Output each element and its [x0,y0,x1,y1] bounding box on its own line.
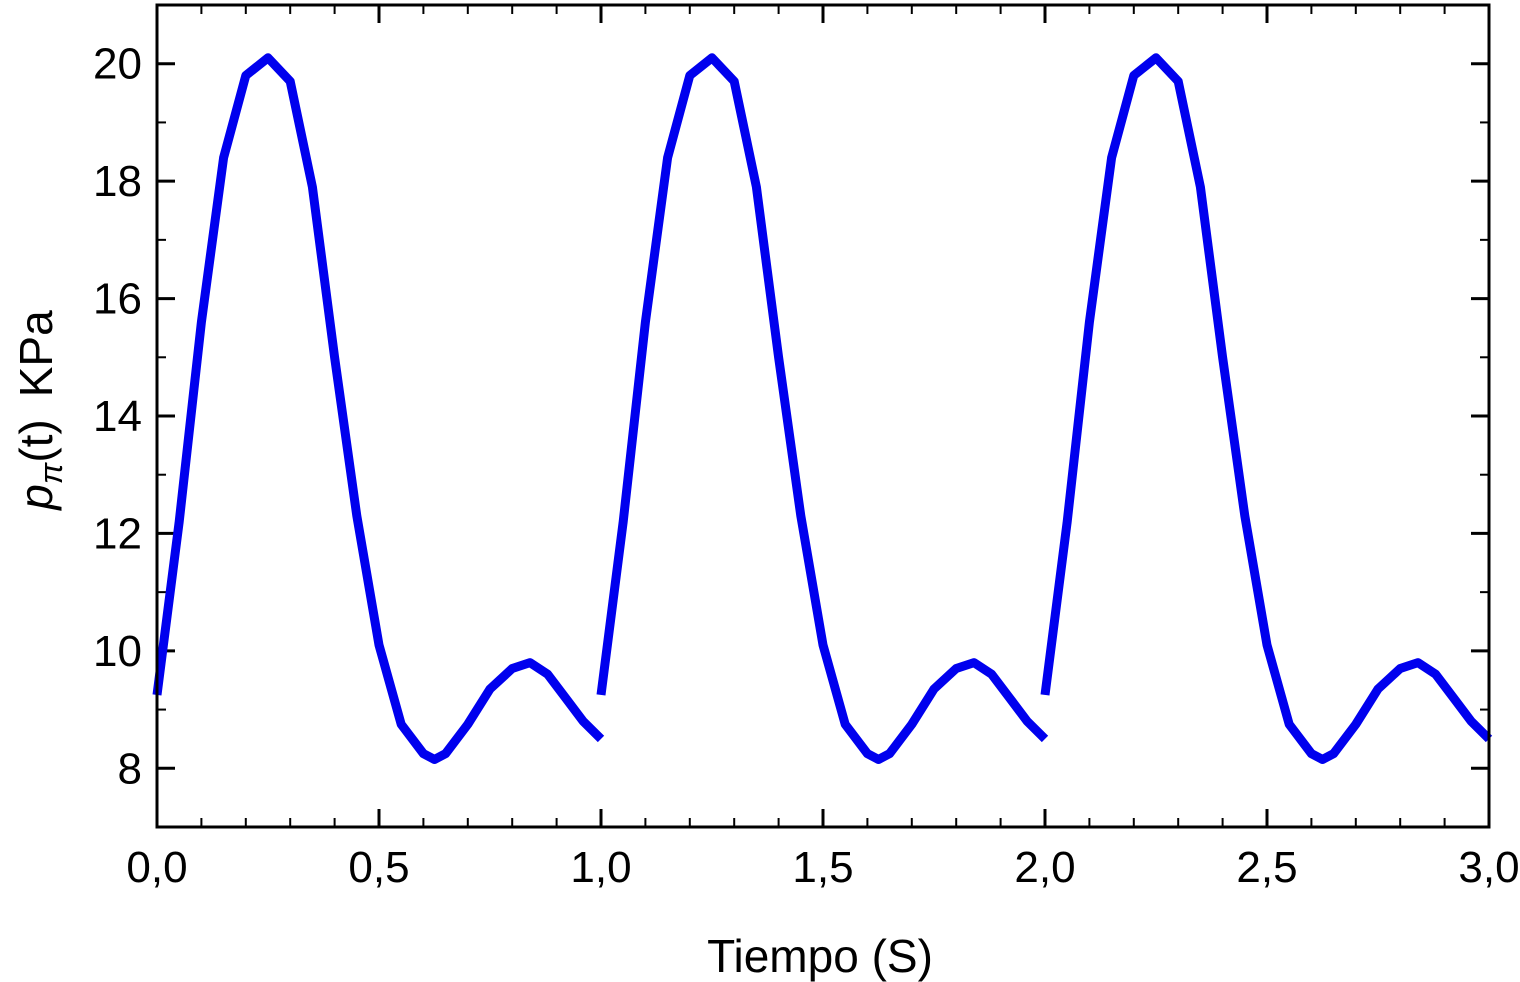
x-tick-label: 1,0 [570,843,631,892]
x-tick-label: 0,5 [348,843,409,892]
x-tick-label: 3,0 [1458,843,1519,892]
series-line-period [1040,53,1493,764]
x-tick-label: 2,5 [1236,843,1297,892]
x-tick-label: 2,0 [1014,843,1075,892]
x-axis-title: Tiempo (S) [707,930,933,982]
y-tick-label: 8 [118,744,142,793]
y-axis-argument: (t) [10,419,62,462]
series-layer [152,53,1493,764]
x-tick-label: 1,5 [792,843,853,892]
y-tick-label: 10 [93,627,142,676]
y-tick-label: 18 [93,157,142,206]
x-tick-label: 0,0 [126,843,187,892]
plot-frame [155,3,1491,829]
series-line-period [596,53,1049,764]
y-tick-label: 16 [93,275,142,324]
y-tick-label: 20 [93,40,142,89]
tick-labels: 0,0 0,5 1,0 1,5 2,0 2,5 3,0 8 10 12 14 16 18 20 [93,40,1520,892]
y-axis-title: pπ(t) KPa [10,310,69,512]
series-line-period [152,53,605,764]
y-tick-label: 14 [93,392,142,441]
y-axis-symbol: p [10,484,62,512]
y-axis-unit: KPa [10,310,62,397]
y-axis-subscript: π [33,462,69,484]
y-tick-label: 12 [93,509,142,558]
